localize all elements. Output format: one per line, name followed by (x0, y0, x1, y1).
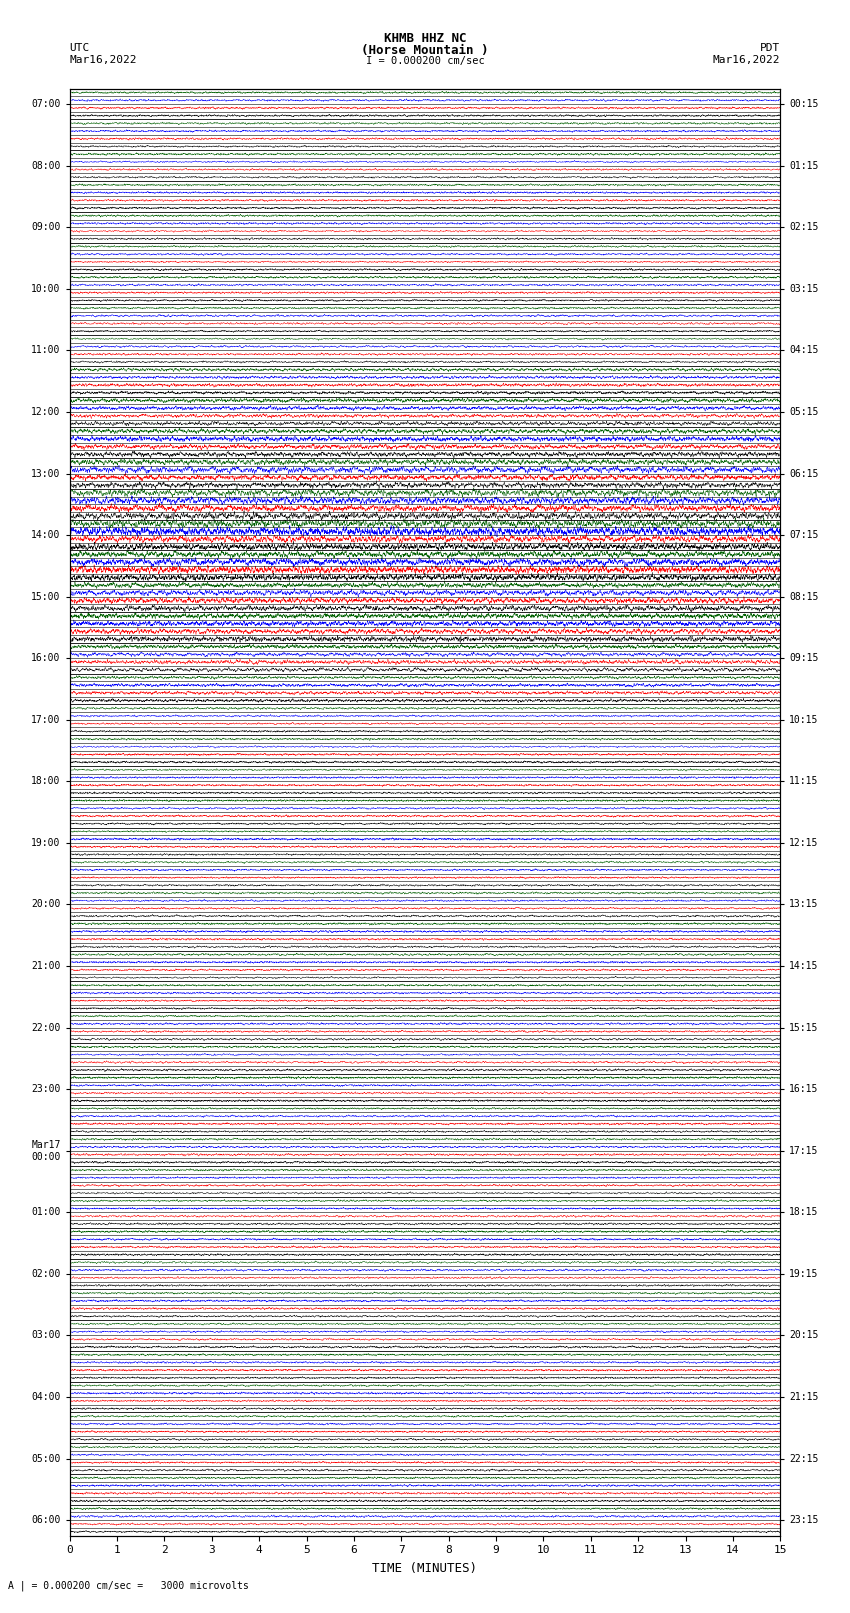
X-axis label: TIME (MINUTES): TIME (MINUTES) (372, 1563, 478, 1576)
Text: PDT: PDT (760, 44, 780, 53)
Text: Mar16,2022: Mar16,2022 (713, 55, 780, 65)
Text: Mar16,2022: Mar16,2022 (70, 55, 137, 65)
Text: A | = 0.000200 cm/sec =   3000 microvolts: A | = 0.000200 cm/sec = 3000 microvolts (8, 1581, 249, 1590)
Text: (Horse Mountain ): (Horse Mountain ) (361, 44, 489, 56)
Text: UTC: UTC (70, 44, 90, 53)
Text: I = 0.000200 cm/sec: I = 0.000200 cm/sec (366, 56, 484, 66)
Text: KHMB HHZ NC: KHMB HHZ NC (383, 32, 467, 45)
